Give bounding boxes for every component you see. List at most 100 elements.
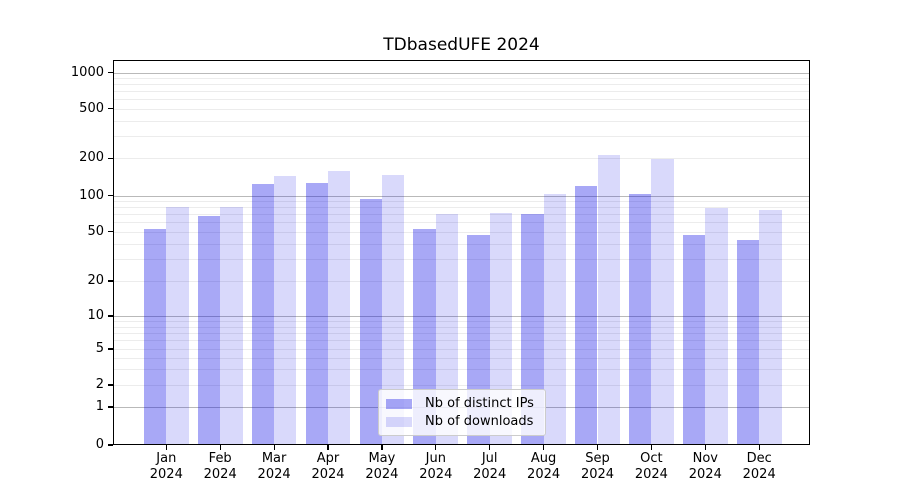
gridline-minor	[114, 91, 809, 93]
x-tick-label-may: May 2024	[365, 451, 399, 482]
x-tick-nov	[704, 445, 706, 450]
bar-downloads-nov	[705, 207, 728, 445]
chart-title: TDbasedUFE 2024	[383, 35, 540, 55]
bar-downloads-aug	[543, 194, 566, 445]
bar-distinct-ips-sep	[575, 186, 598, 445]
legend-label-downloads: Nb of downloads	[425, 414, 534, 429]
legend-swatch-downloads	[386, 416, 412, 427]
gridline-minor	[114, 207, 809, 209]
y-tick-label-10: 10	[87, 308, 104, 323]
y-tick-1000	[108, 72, 113, 74]
x-tick-sep	[596, 445, 599, 450]
legend-swatch-distinct-ips	[386, 398, 412, 409]
y-tick-10	[108, 315, 113, 317]
bar-downloads-jun	[435, 214, 459, 445]
x-tick-may	[381, 445, 383, 450]
bar-distinct-ips-feb	[197, 215, 221, 445]
bar-downloads-may	[381, 174, 405, 445]
gridline-minor	[114, 385, 809, 386]
bar-downloads-sep	[597, 155, 620, 445]
y-tick-200	[108, 157, 113, 159]
y-tick-0	[108, 444, 113, 446]
bar-distinct-ips-aug	[521, 214, 544, 445]
x-tick-label-aug: Aug 2024	[527, 451, 561, 482]
gridline-minor	[114, 259, 809, 261]
bar-distinct-ips-mar	[251, 183, 275, 445]
bar-distinct-ips-jan	[143, 228, 167, 445]
bar-distinct-ips-dec	[736, 239, 760, 445]
x-tick-jun	[435, 445, 437, 450]
legend-label-distinct-ips: Nb of distinct IPs	[425, 396, 534, 411]
y-tick-label-200: 200	[79, 150, 104, 166]
legend-item-distinct-ips: Nb of distinct IPs	[386, 396, 537, 411]
gridline-major	[114, 316, 809, 317]
x-tick-label-jul: Jul 2024	[473, 451, 507, 482]
y-tick-500	[108, 108, 113, 110]
gridline-minor	[114, 99, 809, 101]
bar-downloads-oct	[651, 159, 674, 445]
gridline-minor	[114, 120, 809, 122]
x-tick-apr	[327, 445, 329, 450]
y-tick-label-20: 20	[87, 273, 104, 288]
gridline-minor	[114, 158, 809, 160]
x-tick-label-sep: Sep 2024	[580, 451, 615, 482]
y-tick-label-50: 50	[87, 223, 104, 239]
gridline-minor	[114, 340, 809, 342]
bar-downloads-apr	[328, 171, 351, 445]
y-tick-5	[108, 348, 113, 350]
y-tick-20	[108, 280, 113, 282]
gridline-minor	[114, 231, 809, 233]
bar-downloads-dec	[759, 209, 782, 445]
x-tick-aug	[543, 445, 545, 450]
gridline-minor	[114, 357, 809, 359]
bar-distinct-ips-oct	[629, 193, 652, 445]
gridline-minor	[114, 136, 809, 138]
x-tick-label-oct: Oct 2024	[634, 451, 668, 482]
x-tick-label-feb: Feb 2024	[203, 451, 237, 482]
bar-distinct-ips-nov	[682, 234, 706, 445]
gridline-minor	[114, 349, 809, 350]
y-tick-label-5: 5	[95, 341, 104, 356]
legend: Nb of distinct IPs Nb of downloads	[378, 389, 546, 436]
y-tick-50	[108, 230, 113, 233]
y-tick-label-1000: 1000	[70, 64, 104, 80]
y-tick-label-1: 1	[95, 399, 104, 414]
x-tick-label-nov: Nov 2024	[688, 451, 722, 482]
gridline-minor	[114, 201, 809, 202]
gridline-major	[114, 72, 809, 74]
gridline-minor	[114, 281, 809, 282]
gridline-minor	[114, 108, 809, 110]
bar-distinct-ips-apr	[305, 183, 328, 445]
x-tick-label-mar: Mar 2024	[257, 451, 291, 482]
x-tick-dec	[758, 445, 760, 450]
gridline-minor	[114, 369, 809, 371]
bar-downloads-mar	[274, 176, 297, 445]
x-tick-oct	[650, 445, 653, 450]
y-tick-label-2: 2	[95, 377, 104, 392]
y-tick-label-100: 100	[79, 187, 104, 203]
gridline-minor	[114, 78, 809, 80]
gridline-minor	[114, 222, 809, 223]
x-tick-label-jun: Jun 2024	[419, 451, 453, 482]
x-tick-feb	[219, 445, 221, 450]
gridline-minor	[114, 243, 809, 245]
gridline-major	[114, 195, 809, 197]
y-tick-2	[108, 384, 113, 386]
x-tick-label-dec: Dec 2024	[742, 451, 776, 482]
x-tick-label-apr: Apr 2024	[311, 451, 345, 482]
x-tick-jul	[489, 445, 491, 450]
x-tick-mar	[273, 445, 275, 450]
gridline-minor	[114, 214, 809, 215]
gridline-minor	[114, 321, 809, 322]
bar-distinct-ips-may	[359, 198, 382, 445]
y-tick-100	[108, 194, 113, 197]
x-tick-jan	[165, 445, 167, 450]
x-tick-label-jan: Jan 2024	[149, 451, 183, 482]
gridline-minor	[114, 333, 809, 334]
legend-item-downloads: Nb of downloads	[386, 414, 537, 429]
y-tick-label-0: 0	[95, 437, 104, 452]
y-tick-label-500: 500	[79, 100, 104, 116]
gridline-minor	[114, 326, 809, 328]
bar-downloads-feb	[220, 207, 243, 445]
y-tick-1	[108, 406, 113, 408]
